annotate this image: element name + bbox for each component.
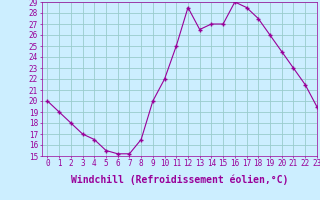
X-axis label: Windchill (Refroidissement éolien,°C): Windchill (Refroidissement éolien,°C) — [70, 174, 288, 185]
